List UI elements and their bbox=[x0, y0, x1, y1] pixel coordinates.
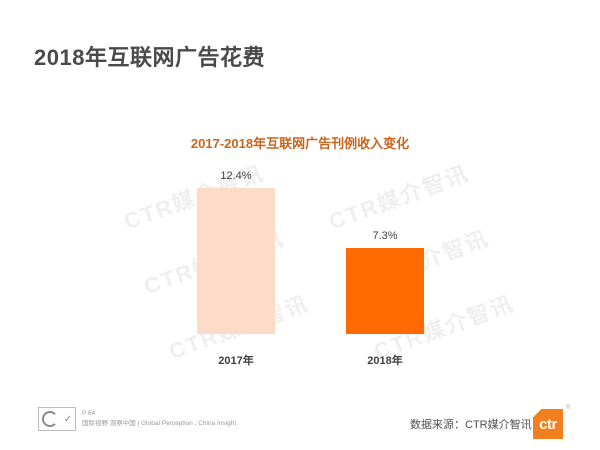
certification-badge: ✓ bbox=[38, 407, 76, 431]
registered-mark: ® bbox=[566, 405, 571, 411]
value-label-2018: 7.3% bbox=[372, 230, 398, 242]
chart-title: 2017-2018年互联网广告刊例收入变化 bbox=[190, 136, 410, 151]
value-label-2017: 12.4% bbox=[220, 170, 252, 182]
certification-icon bbox=[41, 411, 58, 427]
page-title: 2018年互联网广告花费 bbox=[34, 45, 265, 70]
ctr-logo: ctr bbox=[533, 409, 563, 439]
page-number: P 64 bbox=[82, 410, 96, 417]
bar-2017 bbox=[197, 188, 275, 334]
category-label-2018: 2018年 bbox=[367, 355, 403, 367]
category-label-2017: 2017年 bbox=[218, 355, 254, 367]
tagline: 国际视野 洞察中国 | Global Perception , China In… bbox=[82, 420, 237, 427]
watermark: CTR媒介智讯 bbox=[325, 160, 473, 235]
check-icon: ✓ bbox=[63, 413, 73, 425]
footer-left: ✓ P 64 国际视野 洞察中国 | Global Perception , C… bbox=[38, 407, 236, 431]
data-source: 数据来源：CTR媒介智讯 bbox=[410, 419, 532, 431]
bar-2018 bbox=[346, 248, 424, 334]
